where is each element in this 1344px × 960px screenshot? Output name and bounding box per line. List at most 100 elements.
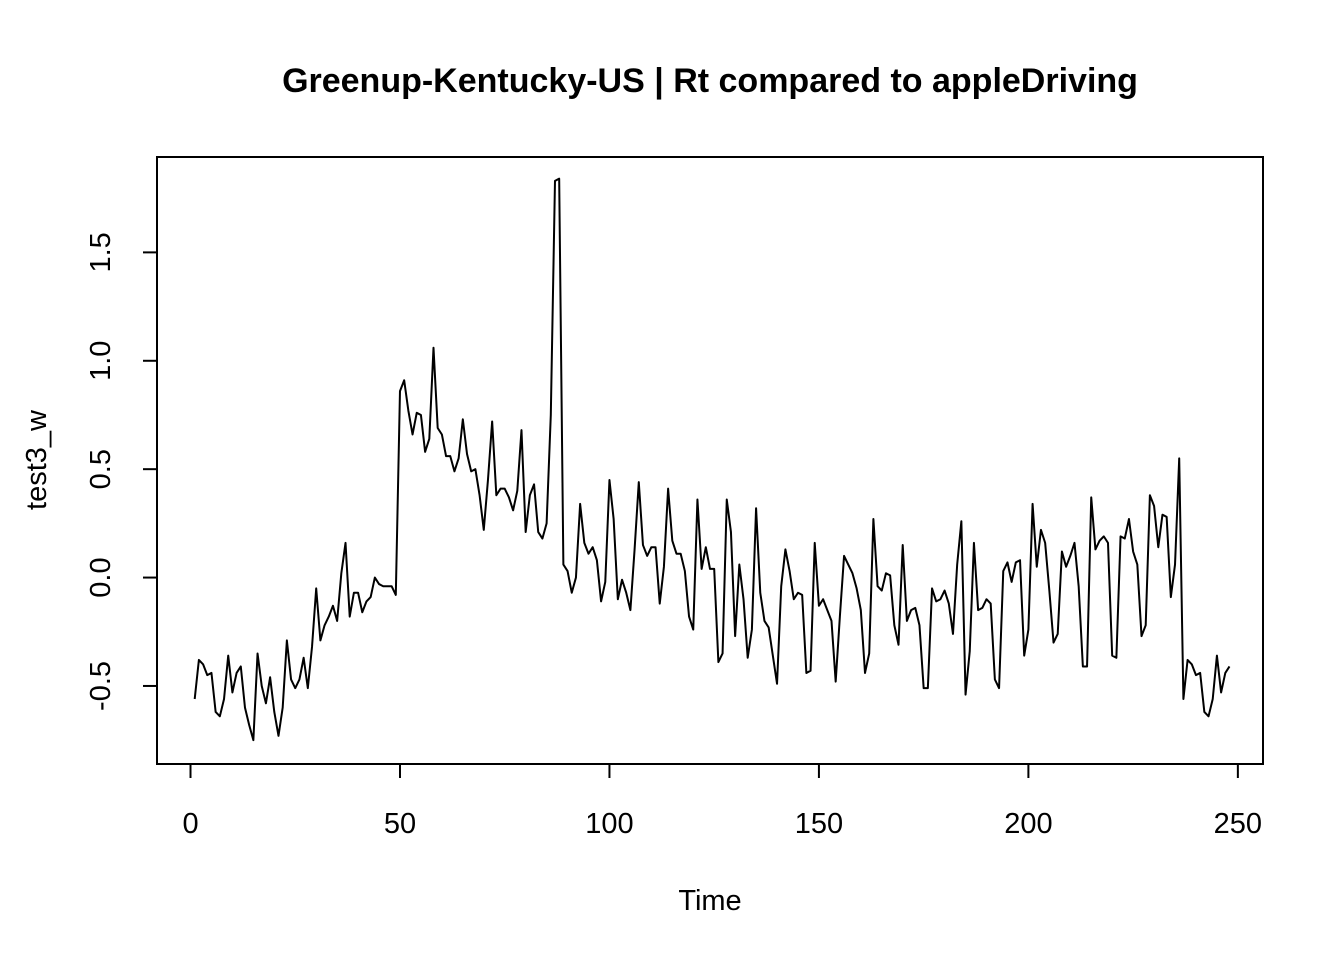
data-point: [969, 650, 971, 652]
data-point: [215, 711, 217, 713]
data-point: [1049, 590, 1051, 592]
data-point: [1212, 698, 1214, 700]
data-point: [747, 657, 749, 659]
data-point: [1090, 497, 1092, 499]
data-point: [420, 414, 422, 416]
y-tick-label: 1.5: [85, 232, 117, 272]
data-point: [240, 666, 242, 668]
data-point: [307, 687, 309, 689]
data-point: [810, 670, 812, 672]
x-tick-label: 100: [585, 808, 633, 840]
series-1: [193, 177, 1231, 742]
data-point: [797, 592, 799, 594]
data-point: [274, 711, 276, 713]
data-point: [910, 609, 912, 611]
data-point: [998, 687, 1000, 689]
data-point: [734, 635, 736, 637]
data-point: [1124, 538, 1126, 540]
data-point: [269, 676, 271, 678]
data-point: [592, 546, 594, 548]
data-point: [1120, 536, 1122, 538]
data-point: [873, 518, 875, 520]
data-point: [470, 471, 472, 473]
data-point: [408, 410, 410, 412]
data-point: [1095, 549, 1097, 551]
data-point: [1057, 633, 1059, 635]
data-point: [1204, 711, 1206, 713]
data-point: [1044, 542, 1046, 544]
data-point: [374, 577, 376, 579]
data-point: [525, 531, 527, 533]
data-point: [856, 588, 858, 590]
data-point: [445, 455, 447, 457]
data-point: [403, 379, 405, 381]
data-point: [563, 564, 565, 566]
data-point: [877, 585, 879, 587]
data-point: [1065, 566, 1067, 568]
data-point: [894, 624, 896, 626]
data-point: [667, 488, 669, 490]
data-point: [621, 579, 623, 581]
data-point: [236, 672, 238, 674]
x-tick-label: 200: [1004, 808, 1052, 840]
data-point: [361, 611, 363, 613]
data-point: [500, 488, 502, 490]
data-point: [219, 716, 221, 718]
data-point: [567, 570, 569, 572]
data-point: [282, 707, 284, 709]
x-axis: 0 50 100 150 200 250: [182, 763, 1262, 840]
x-tick-label: 50: [384, 808, 416, 840]
data-point: [588, 553, 590, 555]
data-point: [906, 620, 908, 622]
data-point: [764, 620, 766, 622]
data-point: [584, 542, 586, 544]
data-point: [625, 592, 627, 594]
data-point: [755, 507, 757, 509]
data-point: [1183, 698, 1185, 700]
data-point: [1166, 516, 1168, 518]
data-point: [655, 546, 657, 548]
data-point: [227, 655, 229, 657]
data-point: [454, 471, 456, 473]
data-point: [1195, 674, 1197, 676]
data-point: [860, 609, 862, 611]
data-point: [676, 553, 678, 555]
chart-title: Greenup-Kentucky-US | Rt compared to app…: [282, 62, 1138, 100]
data-point: [466, 453, 468, 455]
data-point: [311, 646, 313, 648]
data-point: [1002, 570, 1004, 572]
data-point: [1103, 536, 1105, 538]
data-point: [638, 481, 640, 483]
data-point: [370, 596, 372, 598]
data-point: [1036, 566, 1038, 568]
data-point: [751, 629, 753, 631]
data-point: [378, 583, 380, 585]
data-point: [244, 707, 246, 709]
data-point: [948, 603, 950, 605]
data-point: [223, 698, 225, 700]
data-point: [596, 559, 598, 561]
data-point: [923, 687, 925, 689]
data-point: [780, 585, 782, 587]
data-point: [659, 603, 661, 605]
data-point: [1061, 551, 1063, 553]
data-point: [1032, 503, 1034, 505]
data-point: [806, 672, 808, 674]
data-point: [1178, 458, 1180, 460]
data-point: [1162, 514, 1164, 516]
data-point: [1007, 562, 1009, 564]
data-point: [290, 679, 292, 681]
data-point: [261, 685, 263, 687]
data-point: [772, 655, 774, 657]
data-point: [927, 687, 929, 689]
data-point: [759, 592, 761, 594]
data-point: [1191, 663, 1193, 665]
data-point: [1216, 655, 1218, 657]
data-point: [692, 629, 694, 631]
data-point: [898, 644, 900, 646]
data-point: [768, 627, 770, 629]
data-point: [739, 564, 741, 566]
data-point: [1137, 564, 1139, 566]
data-point: [609, 479, 611, 481]
